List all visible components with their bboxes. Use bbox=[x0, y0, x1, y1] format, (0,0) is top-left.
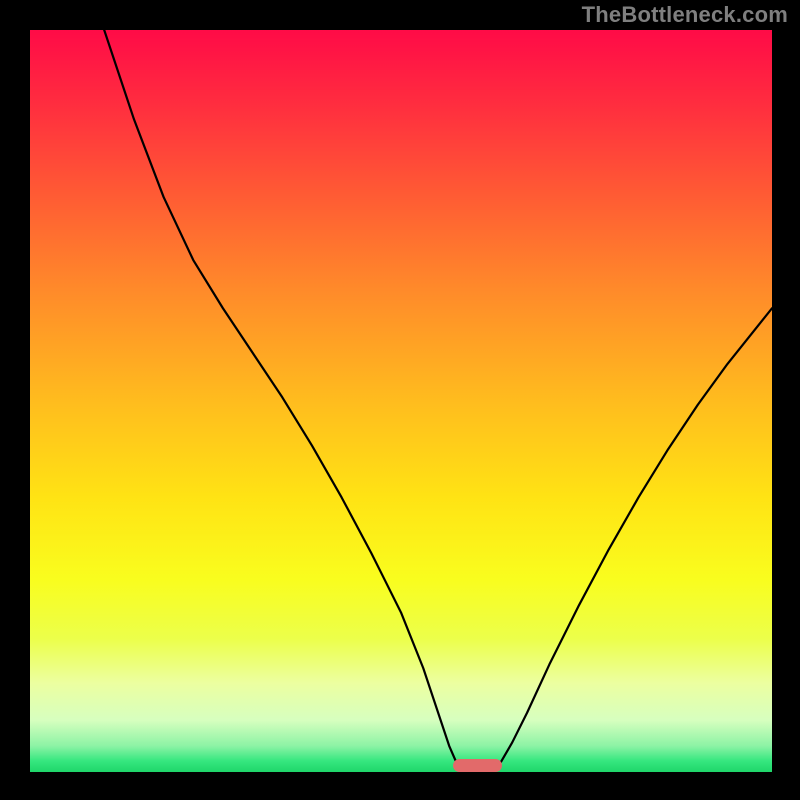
minimum-marker bbox=[453, 759, 501, 772]
attribution-label: TheBottleneck.com bbox=[582, 2, 788, 28]
chart-frame: TheBottleneck.com bbox=[0, 0, 800, 800]
plot-area bbox=[30, 30, 772, 772]
bottleneck-curve bbox=[30, 30, 772, 772]
